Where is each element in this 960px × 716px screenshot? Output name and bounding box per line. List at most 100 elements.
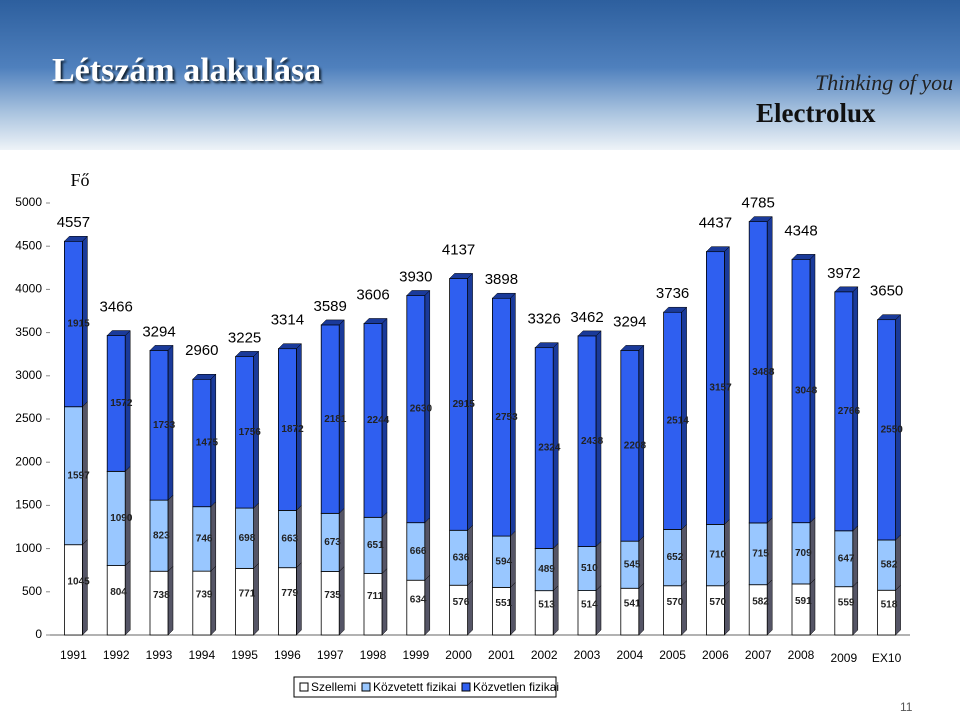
legend-label: Közvetlen fizikai — [473, 680, 559, 694]
bar-segment — [577, 590, 597, 636]
segment-label: 652 — [667, 552, 684, 563]
segment-label: 3488 — [752, 367, 775, 378]
bar-top — [534, 342, 559, 348]
segment-label: 709 — [795, 548, 812, 559]
bar-top — [620, 345, 645, 351]
segment-label: 711 — [367, 591, 384, 602]
total-label: 4137 — [442, 241, 475, 258]
segment-label: 735 — [324, 590, 341, 601]
bar-top — [876, 314, 902, 320]
segment-label: 489 — [538, 564, 555, 575]
y-tick-label: 0 — [35, 627, 42, 641]
x-tick-label: 2005 — [659, 648, 686, 662]
x-tick-label: 2009 — [830, 651, 857, 665]
segment-label: 2550 — [881, 424, 904, 435]
bar-top — [106, 330, 131, 336]
segment-label: 1475 — [196, 438, 219, 449]
segment-label: 663 — [281, 534, 298, 545]
segment-label: 698 — [239, 533, 256, 544]
bar-segment — [277, 567, 297, 636]
y-tick-label: 5000 — [15, 195, 42, 209]
segment-label: 804 — [110, 587, 127, 598]
x-tick-label: 1996 — [274, 648, 301, 662]
total-label: 3294 — [142, 323, 175, 340]
x-tick-label: 2001 — [488, 648, 515, 662]
bar-top — [791, 254, 816, 260]
segment-label: 2181 — [324, 414, 347, 425]
segment-label: 673 — [324, 537, 341, 548]
total-label: 3650 — [870, 283, 903, 300]
x-tick-label: 2007 — [745, 648, 772, 662]
segment-label: 738 — [153, 590, 170, 601]
segment-label: 2324 — [538, 443, 561, 454]
segment-label: 1572 — [110, 398, 133, 409]
slide-title: Létszám alakulása — [52, 52, 322, 89]
legend-swatch — [361, 682, 371, 692]
segment-label: 2766 — [838, 406, 861, 417]
segment-label: 1045 — [67, 576, 90, 587]
bar-segment — [320, 571, 340, 636]
bar-segment — [406, 579, 426, 636]
segment-label: 513 — [538, 599, 555, 610]
total-label: 3606 — [356, 286, 389, 303]
bar-segment — [106, 565, 126, 636]
segment-label: 634 — [410, 594, 427, 605]
segment-label: 1756 — [239, 427, 262, 438]
bar-top — [406, 290, 431, 296]
bar-segment — [64, 544, 83, 636]
segment-label: 739 — [196, 590, 213, 601]
segment-label: 779 — [281, 588, 298, 599]
legend-swatch — [461, 682, 471, 692]
bar-top — [491, 292, 517, 299]
segment-label: 559 — [838, 597, 855, 608]
x-tick-label: 1998 — [360, 648, 387, 662]
bar-top — [834, 286, 859, 293]
bar-top — [448, 273, 474, 279]
x-tick-label: 1991 — [60, 648, 87, 662]
total-label: 3736 — [656, 285, 689, 302]
bar-top — [748, 216, 773, 222]
segment-label: 2438 — [581, 436, 604, 447]
page-number: 11 — [900, 700, 913, 714]
bar-segment — [534, 590, 554, 636]
y-tick-label: 4500 — [15, 238, 42, 252]
total-label: 3326 — [528, 311, 561, 328]
bar-top — [149, 345, 174, 351]
total-label: 4437 — [699, 215, 732, 232]
y-tick-label: 3000 — [15, 368, 42, 382]
x-tick-label: 2008 — [788, 648, 815, 662]
x-tick-label: 2004 — [616, 648, 643, 662]
segment-label: 2915 — [453, 399, 476, 410]
bar-segment — [363, 573, 383, 636]
bar-top — [363, 318, 388, 324]
segment-label: 582 — [881, 560, 898, 571]
segment-label: 1872 — [281, 424, 304, 435]
segment-label: 715 — [752, 548, 769, 559]
segment-label: 570 — [709, 597, 726, 608]
segment-label: 1597 — [67, 470, 90, 481]
total-label: 3225 — [228, 329, 261, 346]
bar-top — [320, 319, 345, 326]
x-tick-label: 1997 — [317, 648, 344, 662]
legend-label: Szellemi — [311, 680, 356, 694]
y-tick-label: 1000 — [15, 541, 42, 555]
bar-segment — [149, 570, 169, 636]
segment-label: 3157 — [709, 383, 732, 394]
segment-label: 710 — [709, 550, 726, 561]
total-label: 3462 — [570, 309, 603, 326]
legend-label: Közvetett fizikai — [373, 680, 456, 694]
segment-label: 2753 — [495, 412, 518, 423]
segment-label: 3048 — [795, 386, 818, 397]
segment-label: 582 — [752, 596, 769, 607]
legend-frame — [293, 676, 557, 698]
bar-segment — [706, 585, 725, 636]
segment-label: 514 — [581, 599, 598, 610]
segment-label: 2244 — [367, 415, 390, 426]
segment-label: 2630 — [410, 404, 433, 415]
bar-segment — [877, 589, 896, 636]
x-tick-label: 2006 — [702, 648, 729, 662]
segment-label: 2514 — [667, 415, 690, 426]
segment-label: 576 — [453, 597, 470, 608]
segment-label: 651 — [367, 540, 384, 551]
